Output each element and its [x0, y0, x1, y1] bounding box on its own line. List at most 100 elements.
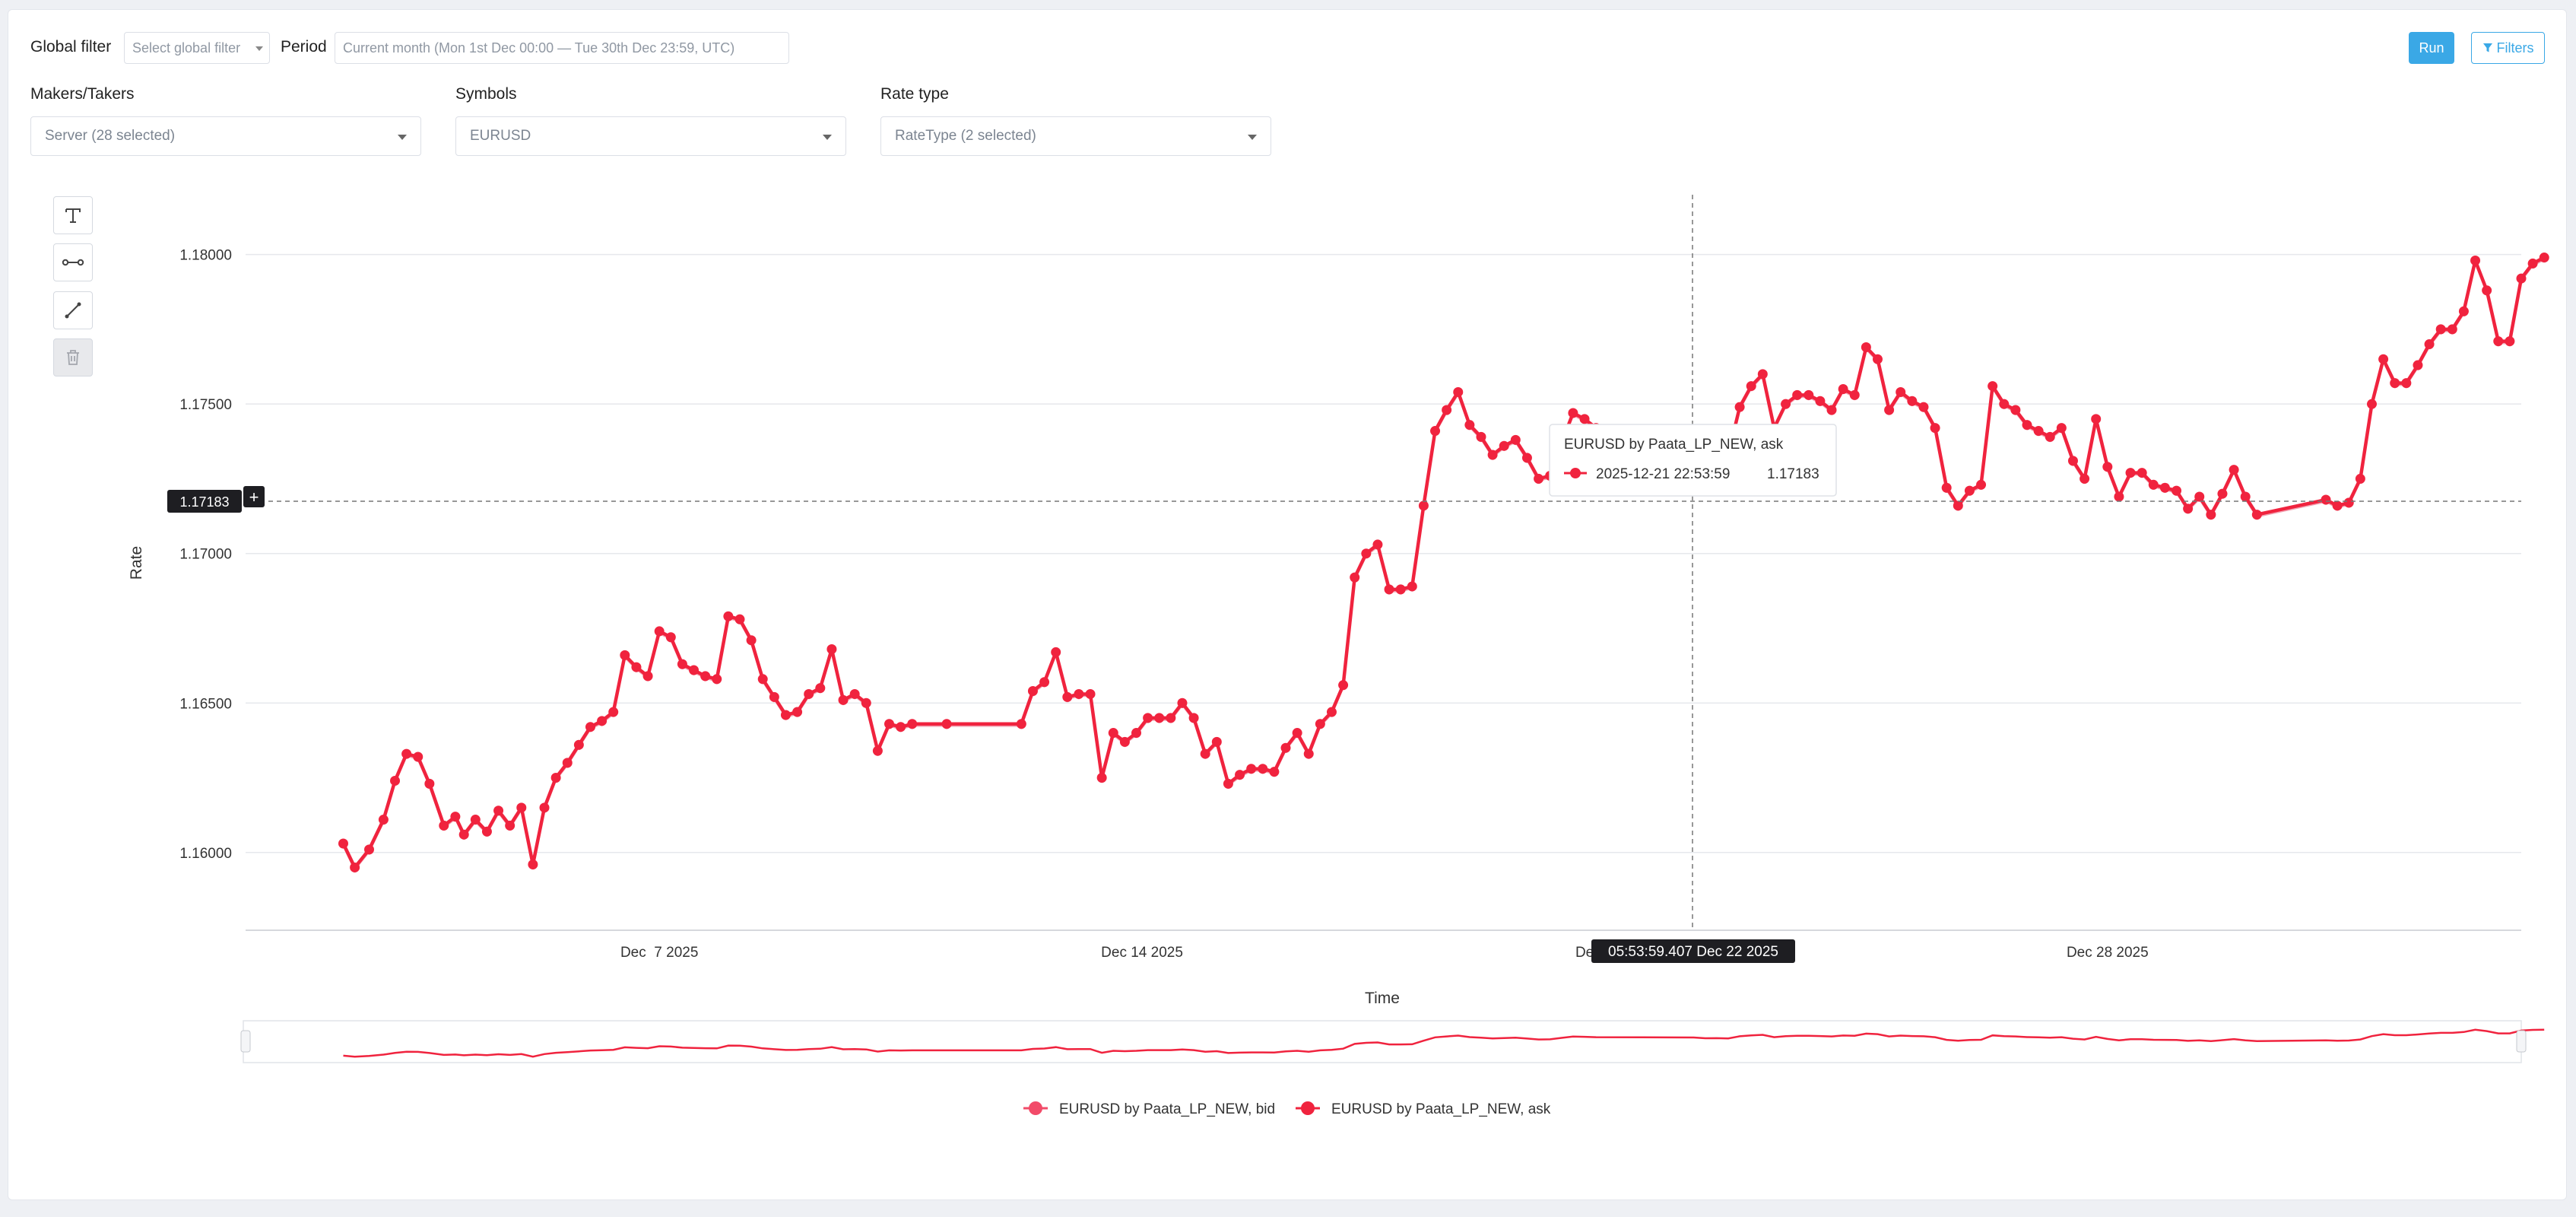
ask-point[interactable]: [1487, 450, 1498, 460]
ask-point[interactable]: [2194, 491, 2205, 502]
legend-item-bid[interactable]: EURUSD by Paata_LP_NEW, bid: [1023, 1101, 1275, 1117]
ask-point[interactable]: [1579, 414, 1590, 424]
ask-point[interactable]: [1781, 399, 1791, 409]
ask-point[interactable]: [2251, 510, 2262, 520]
ask-point[interactable]: [723, 611, 734, 621]
ask-point[interactable]: [1143, 713, 1153, 723]
ask-point[interactable]: [792, 707, 803, 717]
ask-point[interactable]: [2022, 420, 2032, 431]
ask-point[interactable]: [516, 802, 527, 813]
ask-point[interactable]: [2114, 491, 2124, 502]
ask-point[interactable]: [481, 826, 492, 837]
ask-point[interactable]: [1258, 764, 1268, 774]
ask-point[interactable]: [861, 697, 871, 708]
ask-point[interactable]: [1521, 453, 1532, 463]
ask-point[interactable]: [941, 719, 952, 729]
run-button[interactable]: Run: [2409, 32, 2454, 64]
ask-point[interactable]: [1016, 719, 1026, 729]
ask-point[interactable]: [1734, 402, 1745, 412]
ask-point[interactable]: [1085, 688, 1096, 699]
ask-point[interactable]: [2482, 285, 2492, 296]
ask-point[interactable]: [597, 716, 608, 726]
ask-point[interactable]: [550, 773, 561, 783]
ask-point[interactable]: [631, 662, 642, 672]
ask-point[interactable]: [1464, 420, 1475, 431]
ask-point[interactable]: [1999, 399, 2010, 409]
ask-point[interactable]: [2505, 336, 2515, 347]
ask-point[interactable]: [1211, 736, 1222, 747]
ask-point[interactable]: [2366, 399, 2377, 409]
ask-point[interactable]: [1896, 386, 1906, 397]
ask-point[interactable]: [1418, 500, 1429, 511]
ask-point[interactable]: [1804, 389, 1814, 400]
ask-point[interactable]: [2172, 485, 2182, 496]
ask-point[interactable]: [439, 820, 449, 831]
ask-point[interactable]: [1407, 581, 1417, 592]
ask-point[interactable]: [689, 665, 700, 675]
ask-point[interactable]: [2401, 378, 2412, 389]
ask-point[interactable]: [1154, 713, 1165, 723]
ask-point[interactable]: [1430, 426, 1441, 437]
rate-type-select[interactable]: RateType (2 selected): [880, 116, 1271, 156]
ask-point[interactable]: [815, 683, 826, 694]
ask-point[interactable]: [1361, 548, 1372, 559]
ask-point[interactable]: [677, 659, 687, 669]
line-segment-tool-button[interactable]: [53, 243, 93, 281]
ask-point[interactable]: [424, 778, 435, 789]
ask-point[interactable]: [1108, 728, 1118, 739]
legend-item-ask[interactable]: EURUSD by Paata_LP_NEW, ask: [1296, 1101, 1551, 1117]
ask-point[interactable]: [2332, 500, 2343, 511]
ask-point[interactable]: [769, 691, 779, 702]
ask-point[interactable]: [1062, 691, 1073, 702]
ask-point[interactable]: [2240, 491, 2251, 502]
ask-point[interactable]: [1269, 767, 1280, 777]
ask-point[interactable]: [2390, 378, 2400, 389]
makers-takers-select[interactable]: Server (28 selected): [30, 116, 421, 156]
ask-point[interactable]: [1884, 405, 1895, 415]
ask-point[interactable]: [470, 815, 481, 825]
ask-point[interactable]: [2137, 468, 2147, 478]
ask-point[interactable]: [665, 632, 676, 643]
ask-point[interactable]: [2539, 253, 2549, 263]
ask-point[interactable]: [1384, 584, 1394, 595]
ask-point[interactable]: [2516, 273, 2527, 284]
ask-point[interactable]: [2217, 488, 2228, 499]
ask-point[interactable]: [390, 775, 401, 786]
ask-point[interactable]: [1200, 748, 1210, 759]
ask-point[interactable]: [1861, 342, 1871, 352]
ask-point[interactable]: [505, 820, 516, 831]
ask-point[interactable]: [838, 694, 849, 705]
ask-point[interactable]: [2206, 510, 2216, 520]
ask-point[interactable]: [1953, 500, 1963, 511]
arrow-line-tool-button[interactable]: [53, 291, 93, 329]
ask-point[interactable]: [2527, 258, 2538, 269]
ask-point[interactable]: [2045, 431, 2055, 442]
ask-point[interactable]: [401, 748, 412, 759]
ask-point[interactable]: [872, 745, 883, 756]
ask-point[interactable]: [1280, 742, 1291, 753]
ask-point[interactable]: [1918, 402, 1929, 412]
ask-point[interactable]: [378, 815, 389, 825]
ask-point[interactable]: [780, 710, 791, 720]
ask-point[interactable]: [2343, 497, 2354, 508]
ask-point[interactable]: [1534, 473, 1544, 484]
ask-point[interactable]: [1964, 485, 1975, 496]
ask-point[interactable]: [1246, 764, 1257, 774]
ask-point[interactable]: [620, 650, 630, 660]
ask-point[interactable]: [2091, 414, 2102, 424]
ask-point[interactable]: [2125, 468, 2136, 478]
ask-point[interactable]: [1166, 713, 1176, 723]
ask-point[interactable]: [493, 806, 504, 816]
ask-point[interactable]: [826, 643, 837, 654]
ask-point[interactable]: [338, 838, 348, 849]
ask-point[interactable]: [450, 812, 461, 822]
ask-point[interactable]: [363, 844, 374, 855]
ask-point[interactable]: [2493, 336, 2504, 347]
ask-point[interactable]: [1907, 396, 1918, 406]
ask-point[interactable]: [896, 722, 906, 732]
ask-point[interactable]: [458, 829, 469, 840]
ask-point[interactable]: [2458, 306, 2469, 316]
ask-point[interactable]: [1826, 405, 1837, 415]
ask-point[interactable]: [907, 719, 918, 729]
ask-point[interactable]: [1395, 584, 1406, 595]
